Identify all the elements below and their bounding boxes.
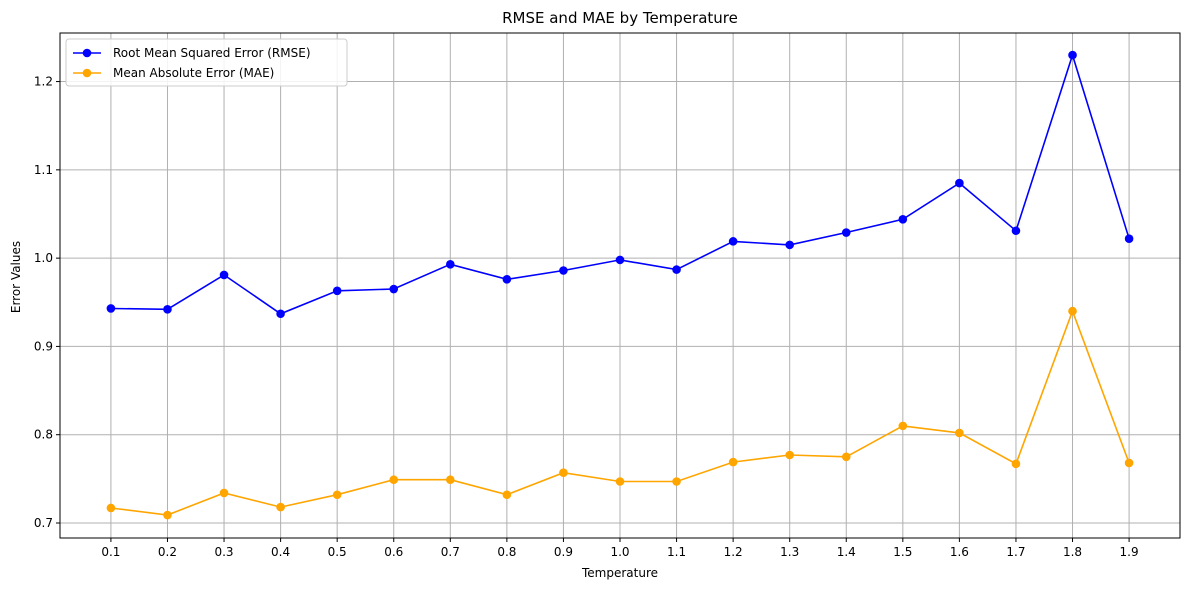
data-point <box>841 452 851 462</box>
chart-title: RMSE and MAE by Temperature <box>502 9 738 27</box>
series-1 <box>106 306 1134 520</box>
legend-marker-0 <box>82 48 92 58</box>
x-tick-label: 0.6 <box>384 545 403 559</box>
x-tick-label: 0.9 <box>554 545 573 559</box>
x-tick-label: 1.7 <box>1006 545 1025 559</box>
data-point <box>276 502 285 512</box>
x-tick-label: 0.4 <box>271 545 290 559</box>
x-tick-label: 1.8 <box>1063 545 1082 559</box>
data-point <box>1011 459 1021 469</box>
data-point <box>502 275 512 284</box>
data-point <box>1124 458 1134 468</box>
data-point <box>332 490 342 500</box>
x-tick-label: 0.7 <box>441 545 460 559</box>
y-tick-label: 1.1 <box>34 163 53 177</box>
data-point <box>106 304 116 313</box>
data-point <box>389 284 399 294</box>
data-point <box>219 270 229 280</box>
data-point <box>1124 234 1134 244</box>
x-tick-label: 0.3 <box>214 545 233 559</box>
data-point <box>106 503 116 513</box>
x-tick-label: 1.2 <box>724 545 743 559</box>
y-axis-label: Error Values <box>9 241 23 313</box>
data-point <box>163 510 172 520</box>
x-tick-label: 1.1 <box>667 545 686 559</box>
y-tick-label: 0.7 <box>34 516 53 530</box>
data-point <box>785 450 794 460</box>
data-point <box>559 266 568 275</box>
x-tick-label: 1.6 <box>950 545 969 559</box>
axis-ticks: 0.1 0.2 0.3 0.4 0.5 0.6 0.7 0.8 0.9 1.0 1.1 1.2 1.3 1… <box>34 75 1139 559</box>
data-point <box>672 265 681 274</box>
legend-label-1: Mean Absolute Error (MAE) <box>113 66 274 80</box>
data-point <box>276 309 285 319</box>
x-tick-label: 0.1 <box>101 545 120 559</box>
x-tick-label: 0.5 <box>328 545 347 559</box>
data-point <box>955 428 964 438</box>
data-point <box>728 457 738 467</box>
data-point <box>1068 50 1077 60</box>
data-point <box>332 286 342 296</box>
data-point <box>728 237 738 246</box>
data-point <box>615 255 625 265</box>
x-axis-label: Temperature <box>581 566 658 580</box>
data-point <box>502 490 512 500</box>
data-point <box>389 475 399 485</box>
x-tick-label: 1.0 <box>610 545 629 559</box>
data-point <box>898 421 908 431</box>
x-tick-label: 0.2 <box>158 545 177 559</box>
x-tick-label: 1.3 <box>780 545 799 559</box>
legend-box <box>65 38 348 87</box>
legend-label-0: Root Mean Squared Error (RMSE) <box>113 46 311 60</box>
data-point <box>672 477 681 486</box>
data-point <box>446 475 455 485</box>
y-tick-label: 0.8 <box>34 428 53 442</box>
data-point <box>446 260 455 269</box>
data-point <box>163 305 172 314</box>
x-tick-label: 1.9 <box>1120 545 1139 559</box>
x-tick-label: 1.5 <box>893 545 912 559</box>
legend-marker-1 <box>82 68 92 78</box>
y-tick-label: 1.2 <box>34 75 53 89</box>
data-point <box>1068 306 1077 316</box>
data-point <box>615 477 625 486</box>
data-point <box>785 240 794 250</box>
data-point <box>841 228 851 237</box>
x-tick-label: 0.8 <box>497 545 516 559</box>
legend: Root Mean Squared Error (RMSE) Mean Absol… <box>65 38 348 87</box>
data-point <box>559 468 568 477</box>
data-point <box>1011 226 1021 236</box>
series <box>106 50 1134 520</box>
y-tick-label: 0.9 <box>34 339 53 353</box>
y-tick-label: 1.0 <box>34 251 53 265</box>
data-point <box>898 214 908 224</box>
x-tick-label: 1.4 <box>837 545 856 559</box>
data-point <box>955 178 964 188</box>
data-point <box>219 488 229 498</box>
series-0 <box>106 50 1134 319</box>
